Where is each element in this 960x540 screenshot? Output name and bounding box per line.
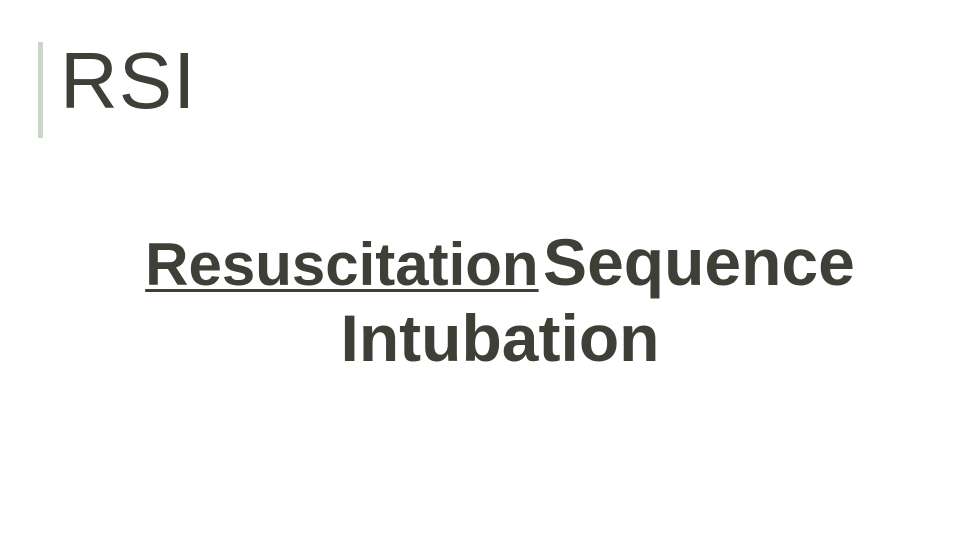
slide: RSI Resuscitation Sequence Intubation bbox=[0, 0, 960, 540]
slide-title: RSI bbox=[60, 35, 196, 127]
body-word-sequence: Sequence bbox=[543, 225, 855, 299]
body-word-resuscitation: Resuscitation bbox=[145, 231, 538, 298]
slide-body: Resuscitation Sequence Intubation bbox=[100, 225, 900, 377]
title-accent-rule bbox=[38, 42, 43, 138]
body-word-intubation: Intubation bbox=[341, 301, 660, 375]
